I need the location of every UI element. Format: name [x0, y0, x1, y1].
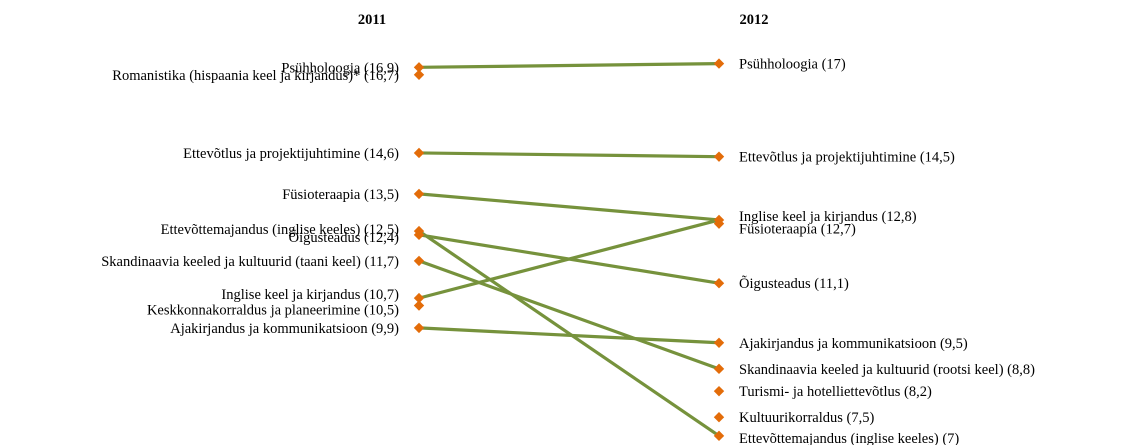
connector-lines: [417, 62, 721, 438]
left-label: Ajakirjandus ja kommunikatsioon (9,9): [170, 321, 399, 337]
right-marker: [713, 412, 725, 423]
left-marker: [413, 255, 425, 267]
right-marker: [713, 430, 725, 442]
slope-line: [417, 151, 721, 159]
right-label: Õigusteadus (11,1): [739, 275, 849, 292]
left-label: Skandinaavia keeled ja kultuurid (taani …: [101, 254, 399, 270]
right-marker: [713, 337, 725, 348]
column-header-right: 2012: [740, 12, 769, 28]
left-marker: [413, 147, 425, 159]
left-label: Keskkonnakorraldus ja planeerimine (10,5…: [147, 303, 399, 319]
right-marker: [713, 58, 725, 69]
right-marker: [713, 151, 725, 162]
left-marker: [413, 229, 425, 241]
left-label: Ettevõtlus ja projektijuhtimine (14,6): [183, 146, 399, 162]
right-label: Psühholoogia (17): [739, 57, 846, 73]
left-label: Inglise keel ja kirjandus (10,7): [221, 287, 399, 303]
slope-line: [417, 62, 721, 69]
right-label: Ajakirjandus ja kommunikatsioon (9,5): [739, 336, 968, 352]
labels: Psühholoogia (16,9)Romanistika (hispaani…: [101, 57, 1035, 445]
slope-line: [417, 233, 721, 285]
slope-line: [417, 259, 721, 371]
left-label: Romanistika (hispaania keel ja kirjandus…: [112, 68, 399, 84]
left-marker: [413, 62, 425, 73]
column-header-left: 2011: [358, 12, 386, 28]
left-label: Psühholoogia (16,9): [281, 60, 399, 76]
right-label: Ettevõttemajandus (inglise keeles) (7): [739, 431, 959, 445]
slope-line: [417, 192, 721, 222]
left-marker: [413, 69, 425, 80]
left-marker: [413, 292, 425, 304]
right-marker: [713, 385, 725, 397]
left-marker: [413, 188, 425, 200]
right-label: Ettevõtlus ja projektijuhtimine (14,5): [739, 150, 955, 166]
left-label: Füsioteraapia (13,5): [282, 187, 399, 203]
left-marker: [413, 322, 425, 334]
right-marker: [713, 218, 725, 229]
left-label: Ettevõttemajandus (inglise keeles) (12,5…: [161, 222, 400, 238]
right-label: Skandinaavia keeled ja kultuurid (rootsi…: [739, 362, 1035, 378]
right-label: Füsioteraapia (12,7): [739, 222, 856, 238]
right-marker: [713, 278, 725, 289]
left-label: Õigusteadus (12,4): [289, 229, 400, 246]
right-label: Inglise keel ja kirjandus (12,8): [739, 209, 917, 225]
markers: [413, 58, 725, 442]
slope-line: [417, 229, 721, 438]
right-marker: [713, 363, 725, 375]
left-marker: [413, 300, 425, 311]
right-label: Kultuurikorraldus (7,5): [739, 410, 874, 426]
right-label: Turismi- ja hotelliettevõtlus (8,2): [739, 384, 932, 400]
